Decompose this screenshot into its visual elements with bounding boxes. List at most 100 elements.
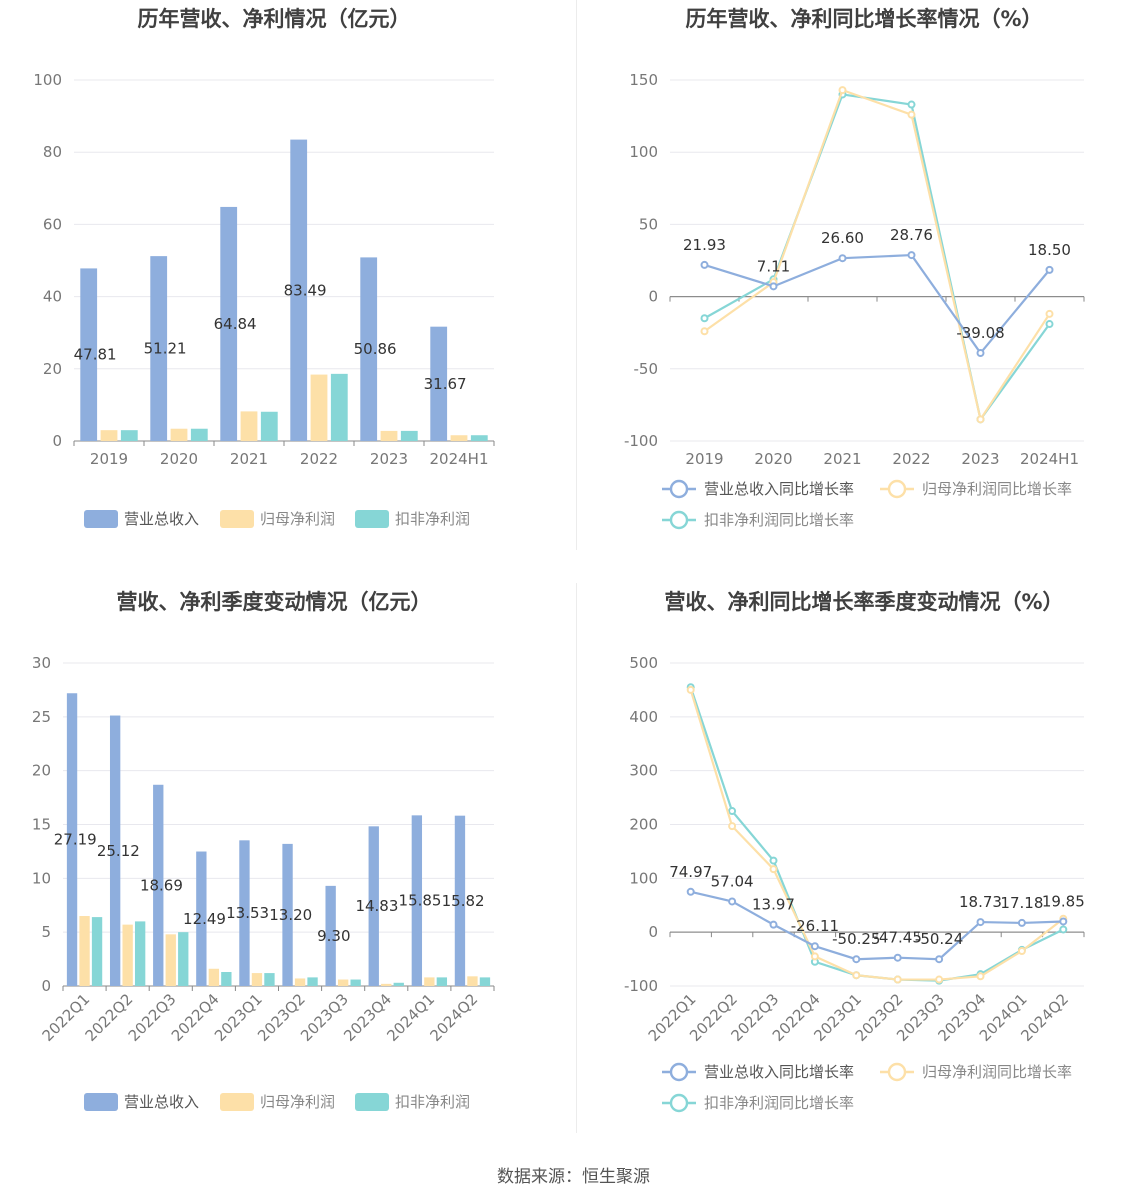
- annual-amount-bar-0: [290, 139, 308, 441]
- quarterly-growth-point-1: [1017, 947, 1026, 956]
- quarterly-growth-point-2: [1059, 925, 1068, 934]
- annual-amount-bar-2: [120, 430, 138, 441]
- quarterly-growth-ytick-label: 500: [629, 654, 658, 672]
- quarterly-growth-point-0: [686, 887, 695, 896]
- annual-amount-xtick-label: 2022: [300, 450, 338, 468]
- annual-amount-bar-2: [190, 428, 208, 441]
- annual-amount-data-label: 51.21: [144, 340, 187, 358]
- quarterly-growth-point-0: [810, 942, 819, 951]
- quarterly-growth-data-label: 18.73: [959, 893, 1002, 911]
- annual-growth-point-1: [700, 327, 709, 336]
- quarterly-amount-data-label: 9.30: [317, 927, 350, 945]
- annual-amount-xtick-label: 2020: [160, 450, 198, 468]
- annual-growth-legend-label: 扣非净利润同比增长率: [704, 511, 854, 529]
- quarterly-amount-data-label: 15.85: [399, 892, 442, 910]
- quarterly-amount-data-label: 25.12: [97, 842, 140, 860]
- quarterly-amount-bar-0: [153, 784, 164, 986]
- quarterly-growth-data-label: 17.18: [1000, 894, 1043, 912]
- annual-growth-ytick-label: 150: [629, 71, 658, 89]
- annual-amount-data-label: 64.84: [214, 315, 257, 333]
- quarterly-growth-data-label: 13.97: [752, 896, 795, 914]
- annual-amount-data-label: 31.67: [424, 375, 467, 393]
- quarterly-growth-legend-label: 营业总收入同比增长率: [704, 1063, 854, 1081]
- quarterly-amount-legend-swatch: [84, 1093, 118, 1111]
- quarterly-amount-chart: 营收、净利季度变动情况（亿元）0510152025302022Q12022Q22…: [32, 590, 495, 1111]
- quarterly-amount-data-label: 18.69: [140, 876, 183, 894]
- quarterly-amount-ytick-label: 5: [41, 923, 51, 941]
- annual-growth-xtick-label: 2024H1: [1020, 450, 1079, 468]
- annual-growth-data-label: 28.76: [890, 226, 933, 244]
- annual-growth-legend-marker: [887, 479, 907, 499]
- quarterly-amount-bar-2: [264, 973, 275, 986]
- quarterly-amount-bar-2: [479, 977, 491, 986]
- quarterly-amount-bar-0: [411, 815, 423, 986]
- annual-growth-data-label: -39.08: [956, 324, 1004, 342]
- quarterly-amount-ytick-label: 0: [41, 977, 51, 995]
- annual-growth-series-line-0: [704, 253, 1051, 355]
- panel-quarterly-amount: 营收、净利季度变动情况（亿元） 0 5 10 15 20 25 30 2022Q1 2022Q2 2…: [0, 583, 573, 1166]
- annual-growth-point-1: [976, 415, 985, 424]
- annual-growth-xtick-label: 2022: [892, 450, 930, 468]
- quarterly-amount-bar-2: [221, 972, 232, 986]
- quarterly-amount-bar-1: [294, 978, 306, 986]
- quarterly-amount-bar-0: [66, 693, 78, 986]
- quarterly-growth-legend-marker: [669, 1093, 689, 1113]
- annual-amount-xtick-label: 2023: [370, 450, 408, 468]
- annual-growth-data-label: 26.60: [821, 229, 864, 247]
- annual-amount-bar-1: [380, 430, 398, 441]
- quarterly-amount-ytick-label: 20: [32, 762, 51, 780]
- quarterly-growth-point-1: [893, 975, 902, 984]
- quarterly-growth-data-label: 19.85: [1042, 892, 1085, 910]
- quarterly-growth-point-0: [728, 897, 737, 906]
- quarterly-amount-data-label: 13.53: [226, 904, 269, 922]
- quarterly-amount-bar-0: [282, 843, 293, 986]
- annual-amount-ytick-label: 20: [43, 360, 62, 378]
- quarterly-amount-ytick-label: 10: [32, 869, 51, 887]
- annual-growth-legend-label: 营业总收入同比增长率: [704, 480, 854, 498]
- annual-growth-xtick-label: 2023: [961, 450, 999, 468]
- quarterly-amount-data-label: 27.19: [54, 831, 97, 849]
- quarterly-amount-bar-2: [134, 921, 146, 986]
- quarterly-amount-bar-1: [337, 979, 349, 986]
- annual-growth-point-2: [1045, 320, 1054, 329]
- quarterly-growth-ytick-label: -100: [624, 977, 658, 995]
- quarterly-growth-series-line-0: [690, 890, 1064, 961]
- quarterly-growth-data-label: 57.04: [711, 872, 754, 890]
- annual-amount-bar-1: [100, 430, 118, 441]
- quarterly-growth-point-2: [769, 856, 778, 865]
- annual-growth-xtick-label: 2019: [685, 450, 723, 468]
- annual-amount-bar-1: [170, 428, 188, 441]
- annual-amount-bar-0: [80, 268, 98, 441]
- annual-growth-point-1: [838, 86, 847, 95]
- annual-growth-point-0: [976, 349, 985, 358]
- annual-growth-point-0: [769, 282, 778, 291]
- quarterly-growth-ytick-label: 0: [648, 923, 658, 941]
- annual-amount-xtick-label: 2019: [90, 450, 128, 468]
- annual-amount-data-label: 83.49: [284, 281, 327, 299]
- quarterly-growth-legend-marker: [669, 1062, 689, 1082]
- annual-growth-point-2: [907, 100, 916, 109]
- annual-growth-ytick-label: 50: [639, 215, 658, 233]
- quarterly-growth-point-1: [728, 822, 737, 831]
- annual-amount-legend-swatch: [220, 510, 254, 528]
- annual-growth-point-2: [700, 314, 709, 323]
- annual-growth-title: 历年营收、净利同比增长率情况（%）: [685, 7, 1042, 31]
- quarterly-amount-bar-2: [393, 982, 404, 986]
- quarterly-growth-legend-label: 扣非净利润同比增长率: [704, 1094, 854, 1112]
- quarterly-growth-point-1: [686, 685, 695, 694]
- quarterly-amount-legend-label: 营业总收入: [124, 1093, 199, 1111]
- quarterly-growth-point-0: [852, 955, 861, 964]
- annual-amount-bar-1: [310, 374, 328, 441]
- annual-amount-ytick-label: 40: [43, 288, 62, 306]
- annual-growth-chart: 历年营收、净利同比增长率情况（%） -100 -50 0 50 100 150 2019 202…: [624, 7, 1085, 530]
- quarterly-amount-legend-label: 扣非净利润: [395, 1093, 470, 1111]
- quarterly-amount-ytick-label: 25: [32, 708, 51, 726]
- annual-growth-legend-marker: [669, 479, 689, 499]
- quarterly-amount-data-label: 12.49: [183, 910, 226, 928]
- quarterly-amount-legend-swatch: [355, 1093, 389, 1111]
- quarterly-amount-bar-2: [307, 977, 318, 986]
- quarterly-amount-bar-2: [91, 917, 103, 986]
- annual-growth-point-1: [907, 110, 916, 119]
- quarterly-growth-point-1: [810, 952, 819, 961]
- quarterly-amount-bar-1: [251, 973, 263, 986]
